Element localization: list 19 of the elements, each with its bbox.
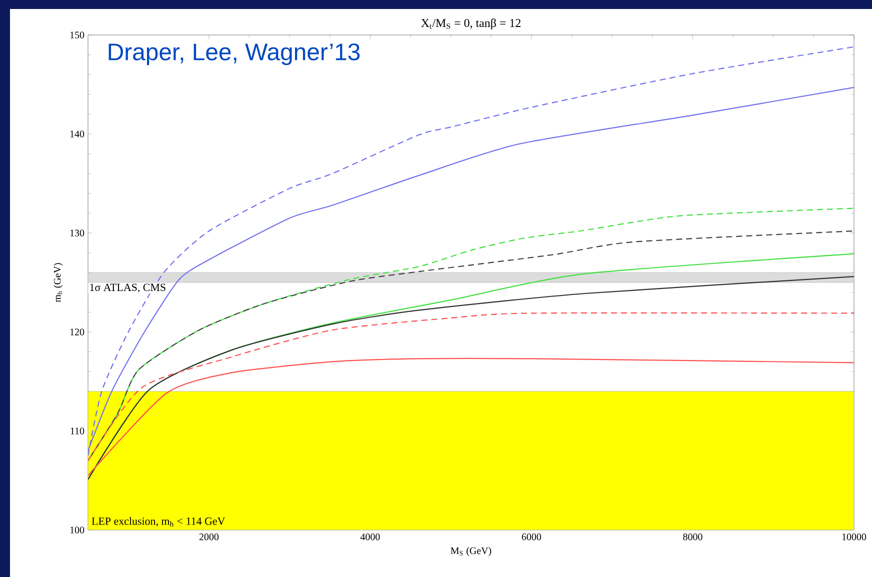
x-tick-label: 6000 xyxy=(522,534,542,540)
line-series xyxy=(88,312,854,462)
x-tick-label: 4000 xyxy=(360,534,380,540)
y-tick-label: 110 xyxy=(70,428,84,434)
y-tick-label: 100 xyxy=(70,526,84,534)
x-tick-label: 10000 xyxy=(842,534,866,540)
band-label: 1σ ATLAS, CMS xyxy=(90,284,166,293)
y-tick-label: 140 xyxy=(70,130,84,138)
line-series xyxy=(88,358,854,476)
chart-title: X$_{t}$/M$_{S}$ = 0, tanβ = 12 xyxy=(421,18,520,30)
x-tick-label: 8000 xyxy=(683,534,702,540)
y-axis-title: m$_{h}$ (GeV) xyxy=(54,263,63,302)
x-tick-label: 2000 xyxy=(199,534,219,540)
y-tick-label: 130 xyxy=(70,230,84,236)
annotation: Draper, Lee, Wagner’13 xyxy=(108,43,360,66)
y-tick-label: 120 xyxy=(70,328,84,336)
y-tick-label: 150 xyxy=(70,32,84,38)
band-label: LEP exclusion, m$_{h}$ < 114 GeV xyxy=(92,517,226,526)
x-axis-title: M$_{S}$ (GeV) xyxy=(450,547,492,556)
